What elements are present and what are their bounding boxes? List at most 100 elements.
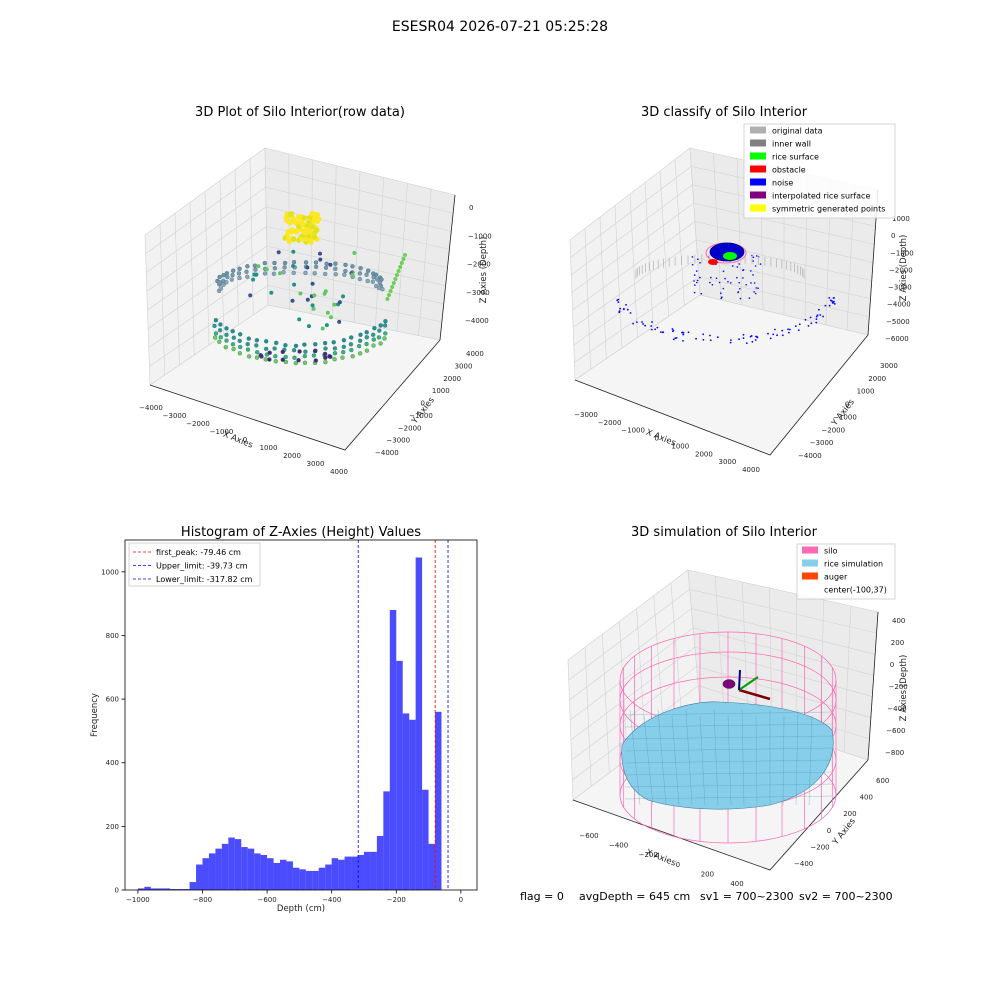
raw-data-point [357, 276, 363, 282]
raw-data-point [374, 283, 379, 289]
raw-data-point [323, 271, 328, 277]
raw-data-point [303, 349, 308, 354]
raw-data-point [225, 274, 230, 280]
noise-point [720, 292, 722, 295]
raw-data-point [213, 331, 219, 336]
noise-point [654, 328, 656, 331]
noise-point [742, 333, 745, 336]
raw-data-point [313, 264, 319, 270]
raw-data-point [283, 217, 289, 223]
raw-data-point [348, 342, 354, 347]
raw-data-point [224, 271, 230, 276]
histogram-bar [318, 867, 326, 890]
panel1-z-ticks: 0 −1000 −2000 −3000 −4000 [465, 204, 492, 325]
raw-data-point [212, 335, 218, 340]
panel-raw-scatter: 3D Plot of Silo Interior(row data) −4000… [139, 105, 492, 476]
panel-classified-scatter: 3D classify of Silo Interior −3000−2000−… [569, 105, 914, 474]
raw-data-point [291, 259, 297, 265]
raw-data-point [298, 291, 303, 296]
raw-data-point [370, 279, 375, 284]
histogram-x-label: Depth (cm) [277, 904, 325, 914]
raw-data-point [396, 269, 401, 273]
raw-data-point [264, 339, 269, 344]
raw-data-point [341, 349, 346, 355]
raw-data-point [291, 264, 296, 268]
histogram-bar [351, 856, 358, 890]
histogram-bar [163, 888, 171, 890]
raw-data-point [340, 355, 345, 360]
noise-point [815, 315, 818, 318]
raw-data-point [323, 359, 328, 365]
noise-point [732, 265, 734, 267]
status-flag: flag = 0 [520, 890, 564, 903]
raw-data-point [350, 354, 355, 359]
legend-label: noise [772, 179, 793, 188]
raw-data-point [282, 265, 287, 270]
raw-data-point [231, 335, 236, 340]
x-tick-label: −1000 [621, 427, 645, 435]
raw-data-point [328, 315, 333, 320]
raw-data-point [371, 275, 376, 280]
raw-data-point [280, 349, 285, 355]
y-tick-label: 2000 [443, 375, 461, 383]
raw-data-point [231, 346, 236, 352]
raw-data-point [263, 357, 268, 362]
y-tick-label: 3000 [880, 362, 898, 370]
raw-data-point [332, 302, 337, 307]
z-tick-label: 0 [890, 661, 894, 669]
raw-data-point [398, 265, 403, 269]
y-tick-label: −400 [794, 860, 813, 868]
noise-point [722, 270, 725, 273]
noise-point [754, 339, 757, 341]
y-tick-label: −4000 [375, 449, 399, 457]
noise-point [661, 331, 664, 334]
raw-data-point [273, 354, 278, 359]
histogram-bar [247, 848, 255, 890]
legend-label: auger [824, 573, 848, 582]
legend-label: obstacle [772, 166, 806, 175]
noise-point [642, 323, 644, 325]
raw-data-point [296, 358, 301, 363]
histogram-bar [402, 713, 410, 890]
raw-data-point [230, 342, 236, 347]
noise-point [623, 308, 625, 311]
noise-point [781, 329, 784, 332]
histogram-bar [267, 858, 274, 890]
noise-point [829, 299, 832, 302]
noise-point [718, 281, 721, 284]
legend-label: interpolated rice surface [772, 192, 870, 201]
histogram-bar [331, 858, 339, 890]
y-tick-label: −1000 [409, 412, 433, 420]
panel-simulation: 3D simulation of Silo Interior −600−400−… [567, 525, 909, 888]
y-tick-label: −2000 [398, 424, 422, 432]
raw-data-point [221, 273, 226, 278]
x-tick-label: 3000 [718, 458, 736, 466]
legend-swatch [802, 546, 818, 554]
auger-axes [722, 669, 771, 701]
y-tick-label: 2000 [868, 375, 886, 383]
raw-data-point [281, 270, 286, 275]
noise-point [752, 260, 754, 262]
x-tick-label: −400 [322, 896, 341, 904]
panel2-x-ticks: −3000−2000−1000 0 1000 2000 3000 4000 [574, 411, 760, 474]
legend-label: rice simulation [824, 560, 883, 569]
noise-point [721, 296, 723, 299]
raw-data-point [267, 350, 272, 355]
histogram-bar [363, 851, 371, 890]
raw-data-point [212, 323, 217, 329]
raw-data-point [285, 229, 291, 235]
rice-surface-points [723, 252, 737, 260]
raw-data-point [252, 272, 257, 277]
noise-point [716, 336, 719, 339]
noise-point [833, 303, 836, 305]
raw-data-point [224, 332, 229, 338]
raw-data-point [350, 264, 355, 269]
y-tick-label: −2000 [821, 426, 845, 434]
raw-data-point [365, 278, 370, 284]
z-tick-label: −5000 [886, 318, 910, 326]
noise-point [724, 277, 726, 280]
legend-swatch [750, 152, 766, 160]
y-tick-label: 4000 [466, 350, 484, 358]
raw-data-point [357, 271, 363, 276]
